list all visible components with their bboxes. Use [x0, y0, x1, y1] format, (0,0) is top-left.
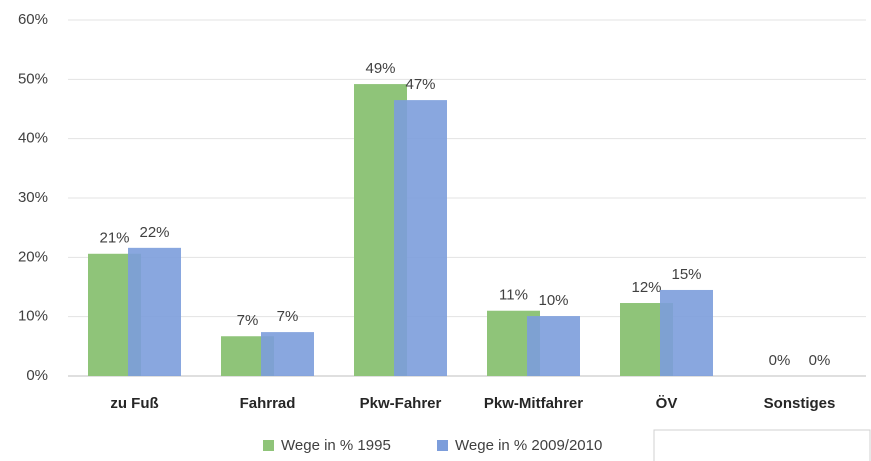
bar — [660, 289, 713, 376]
legend-swatch — [437, 440, 448, 451]
y-tick-label: 20% — [18, 248, 48, 265]
x-tick-label: Pkw-Fahrer — [360, 395, 442, 412]
x-tick-label: ÖV — [656, 395, 678, 412]
x-tick-label: Fahrrad — [240, 395, 296, 412]
y-tick-label: 40% — [18, 130, 48, 147]
data-label: 12% — [631, 279, 661, 296]
x-tick-label: Sonstiges — [764, 395, 836, 412]
bar — [261, 332, 314, 376]
data-label: 47% — [405, 76, 435, 93]
data-label: 7% — [237, 312, 259, 329]
x-tick-label: Pkw-Mitfahrer — [484, 395, 583, 412]
y-tick-label: 10% — [18, 308, 48, 325]
bar — [527, 316, 580, 376]
data-label: 49% — [365, 60, 395, 77]
bar — [128, 247, 181, 376]
y-tick-label: 50% — [18, 70, 48, 87]
bar — [394, 100, 447, 376]
data-label: 0% — [769, 352, 791, 369]
legend-swatch — [263, 440, 274, 451]
legend-label: Wege in % 1995 — [281, 437, 391, 454]
data-label: 10% — [538, 292, 568, 309]
y-tick-label: 0% — [26, 367, 48, 384]
data-label: 15% — [671, 266, 701, 283]
data-label: 22% — [139, 224, 169, 241]
y-tick-label: 30% — [18, 189, 48, 206]
data-label: 0% — [809, 352, 831, 369]
x-tick-label: zu Fuß — [110, 395, 158, 412]
data-label: 21% — [99, 230, 129, 247]
box — [653, 429, 871, 461]
y-tick-label: 60% — [18, 11, 48, 28]
legend-label: Wege in % 2009/2010 — [455, 437, 602, 454]
data-label: 11% — [499, 287, 528, 304]
data-label: 7% — [277, 308, 299, 325]
